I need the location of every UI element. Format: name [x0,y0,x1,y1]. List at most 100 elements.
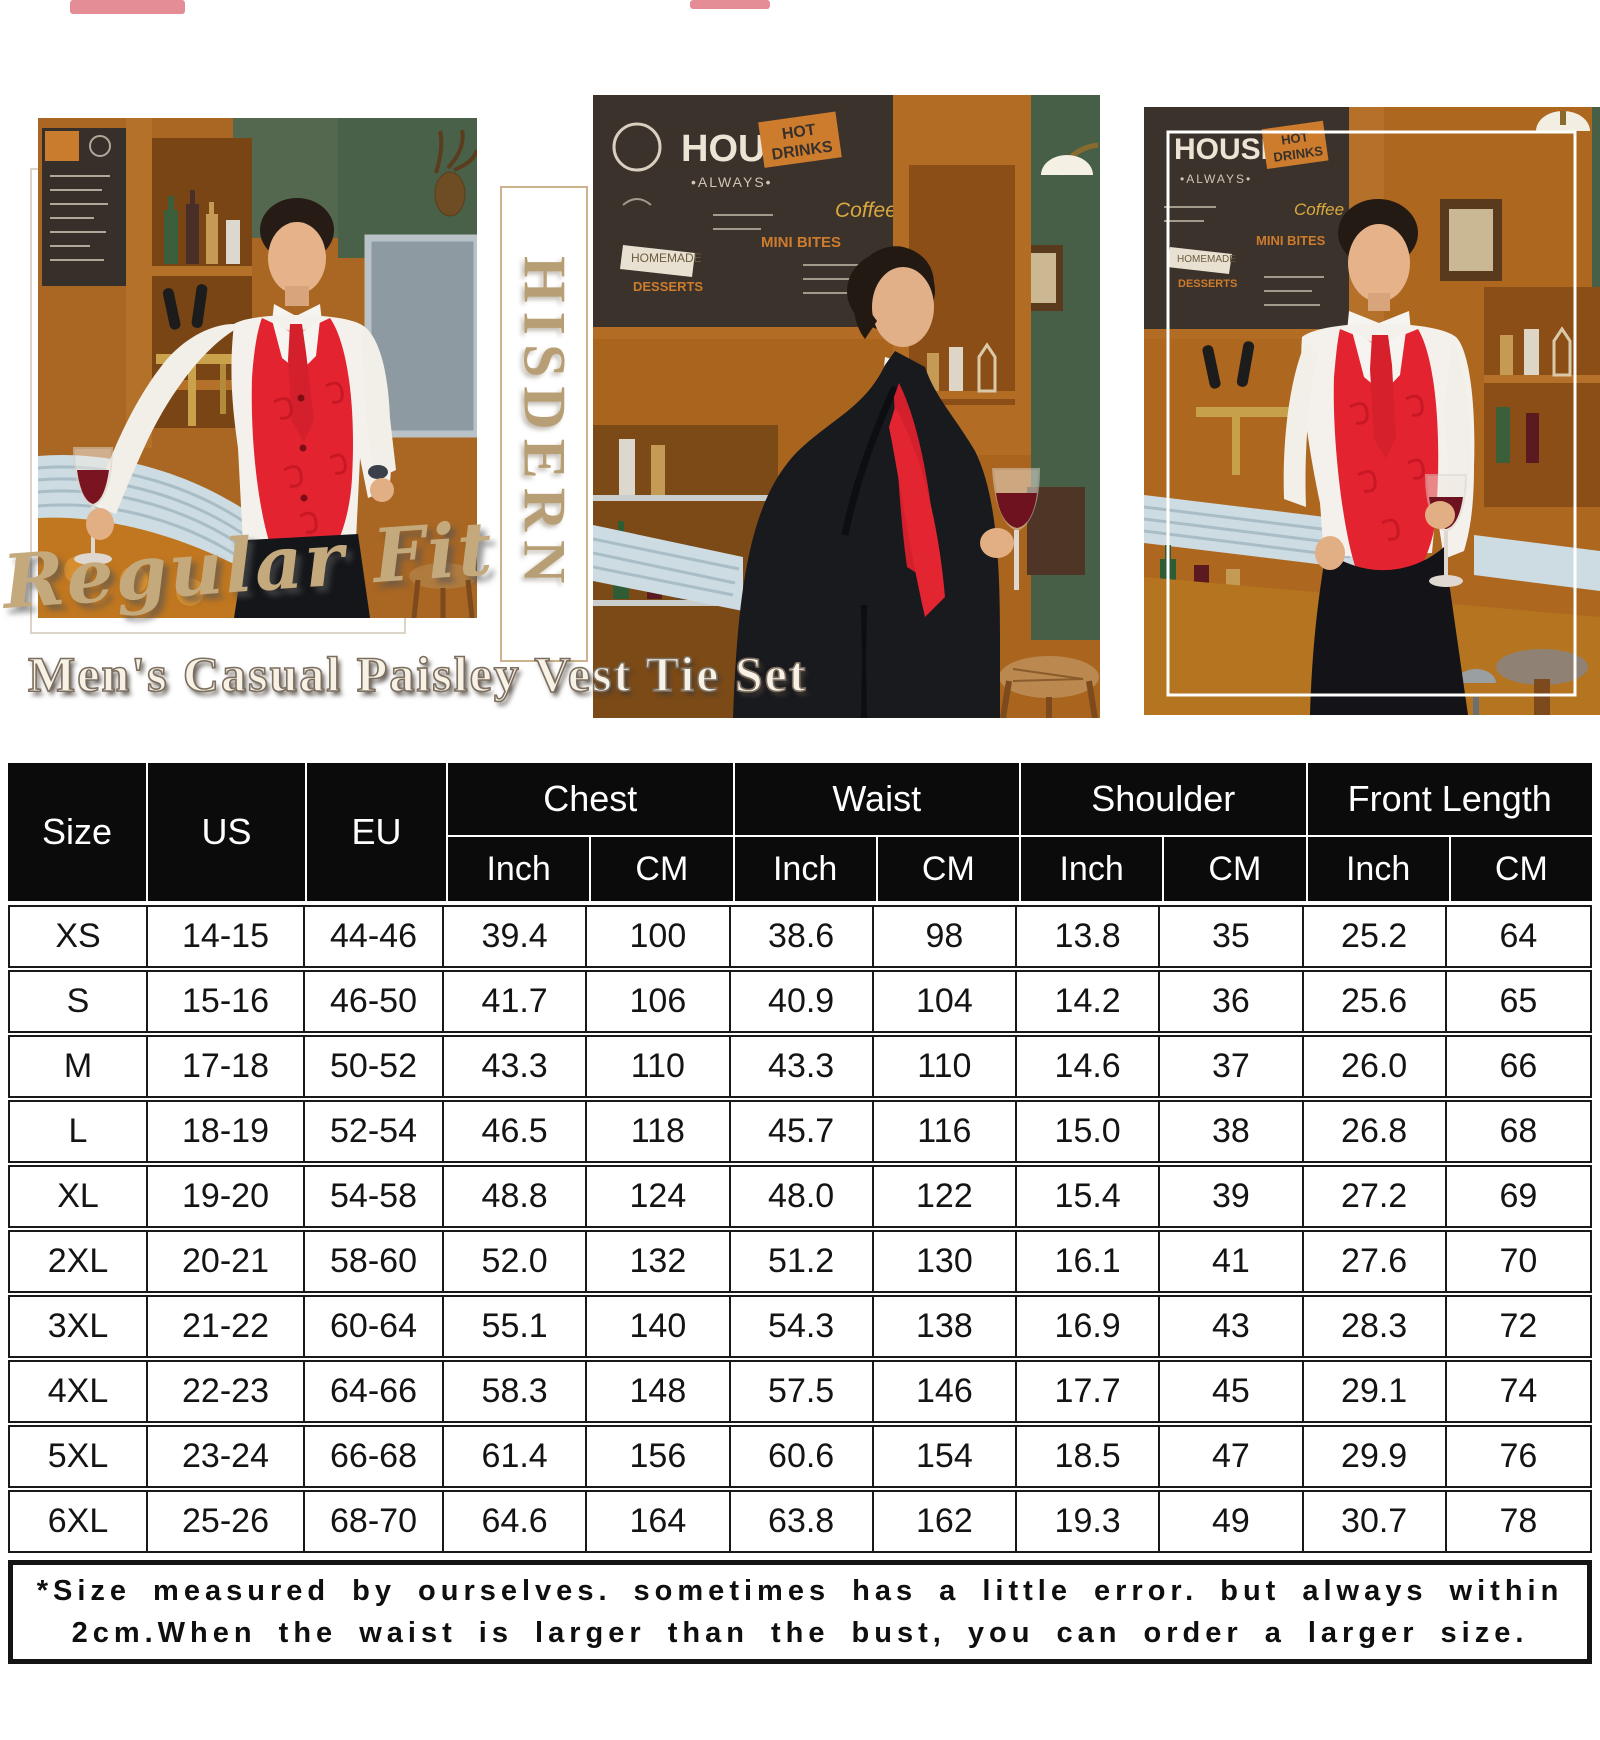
size-table-row: 4XL 22-23 64-66 58.3 148 57.5 146 17.7 4… [8,1360,1592,1423]
subcol-shoulder-cm: CM [1164,837,1306,901]
bar-front [38,517,276,618]
product-photo-right: HOUSE •ALWAYS• HOT DRINKS Coffee HOMEMAD… [1144,107,1600,715]
cell-front-cm: 66 [1499,1047,1538,1085]
cell-waist-cm: 154 [874,1427,1017,1486]
size-chart-body: XS 14-15 44-46 39.4 100 38.6 98 13.8 35 … [8,905,1592,1553]
subcol-front-inch: Inch [1307,837,1449,901]
cell-us: 18-19 [148,1102,305,1161]
cell-waist-inch: 63.8 [731,1492,874,1551]
chalkboard-menu: HOUSE •ALWAYS• HOT DRINKS Coffee HOMEMAD… [593,95,897,327]
cell-chest-cm: 124 [587,1167,731,1226]
cell-chest-inch: 39.4 [444,907,588,966]
cell-chest-cm: 164 [587,1492,731,1551]
cell-size: 2XL [10,1232,148,1291]
top-edge-artifact [690,0,770,9]
cell-waist-cm: 138 [874,1297,1017,1356]
top-edge-artifact [70,0,185,14]
cell-waist-cm: 162 [874,1492,1017,1551]
size-table-row: 2XL 20-21 58-60 52.0 132 51.2 130 16.1 4… [8,1230,1592,1293]
size-table-row: S 15-16 46-50 41.7 106 40.9 104 14.2 36 … [8,970,1592,1033]
beer-taps [1196,341,1292,475]
cell-shoulder-inch: 15.0 [1017,1102,1161,1161]
cell-size: 6XL [10,1492,148,1551]
cell-chest-inch: 41.7 [444,972,588,1031]
subcol-front-cm: CM [1450,837,1592,901]
bar-carvings [64,556,204,606]
cell-front-cm: 76 [1499,1437,1538,1475]
shelf-bottles [164,190,240,264]
cell-us: 21-22 [148,1297,305,1356]
cell-size: 4XL [10,1362,148,1421]
cell-front-cm: 68 [1499,1112,1538,1150]
cell-front-inch: 25.6 [1304,972,1447,1031]
size-note: *Size measured by ourselves. sometimes h… [8,1560,1592,1664]
chalk-homemade: HOMEMADE [1177,254,1236,265]
chalk-desserts: DESSERTS [633,279,703,294]
cell-size: M [10,1037,148,1096]
cell-front-cm: 70 [1499,1242,1538,1280]
cell-size: 3XL [10,1297,148,1356]
size-table-row: XS 14-15 44-46 39.4 100 38.6 98 13.8 35 … [8,905,1592,968]
cell-chest-inch: 43.3 [444,1037,588,1096]
cell-waist-inch: 43.3 [731,1037,874,1096]
cell-shoulder-cm: 39 [1160,1167,1304,1226]
chalk-homemade: HOMEMADE [631,251,702,265]
cell-shoulder-cm: 45 [1160,1362,1304,1421]
bar-scene-right: HOUSE •ALWAYS• HOT DRINKS Coffee HOMEMAD… [1144,107,1600,715]
cell-shoulder-inch: 13.8 [1017,907,1161,966]
col-header-waist: Waist [734,763,1019,835]
cell-eu: 66-68 [305,1427,444,1486]
product-photo-left [38,118,477,618]
subcol-chest-inch: Inch [448,837,590,901]
chalk-mini-bites: MINI BITES [1256,233,1326,248]
paisley-pattern [1349,394,1425,541]
wall-box [1027,487,1085,575]
model-figure [72,198,396,618]
chalk-always: •ALWAYS• [691,174,773,190]
col-header-shoulder: Shoulder [1021,763,1306,835]
model-figure [1283,199,1475,715]
cell-waist-cm: 104 [874,972,1017,1031]
cell-front-inch: 27.2 [1304,1167,1447,1226]
cell-waist-cm: 116 [874,1102,1017,1161]
cell-chest-cm: 156 [587,1427,731,1486]
chalkboard-menu: HOUSE •ALWAYS• HOT DRINKS Coffee HOMEMAD… [1144,107,1349,329]
cell-us: 23-24 [148,1427,305,1486]
paisley-pattern [273,381,347,534]
cell-size: S [10,972,148,1031]
cell-chest-inch: 55.1 [444,1297,588,1356]
cell-waist-inch: 54.3 [731,1297,874,1356]
cell-eu: 58-60 [305,1232,444,1291]
cell-waist-inch: 57.5 [731,1362,874,1421]
inset-frame [1166,130,1577,697]
bar-scene-middle: HOUSE •ALWAYS• HOT DRINKS Coffee HOMEMAD… [593,95,1100,718]
cell-size: XS [10,907,148,966]
cell-us: 14-15 [148,907,305,966]
cell-us: 20-21 [148,1232,305,1291]
cell-waist-inch: 40.9 [731,972,874,1031]
brand-vertical-banner: HISDERN [500,186,588,662]
cell-shoulder-inch: 14.6 [1017,1037,1161,1096]
cell-waist-inch: 48.0 [731,1167,874,1226]
chalkboard-left [42,128,126,286]
cell-front-inch: 26.8 [1304,1102,1447,1161]
deer-head-decor [434,129,477,217]
col-header-chest: Chest [448,763,733,835]
cell-front-inch: 30.7 [1304,1492,1447,1551]
cell-shoulder-inch: 16.1 [1017,1232,1161,1291]
cell-waist-cm: 146 [874,1362,1017,1421]
black-trousers [1310,547,1468,715]
chalk-hot: HOT [1280,129,1309,148]
cell-shoulder-cm: 38 [1160,1102,1304,1161]
cell-us: 15-16 [148,972,305,1031]
chalk-always: •ALWAYS• [1180,172,1252,186]
col-header-front-length: Front Length [1307,763,1592,835]
cell-waist-cm: 98 [874,907,1017,966]
size-table-row: 5XL 23-24 66-68 61.4 156 60.6 154 18.5 4… [8,1425,1592,1488]
cell-eu: 46-50 [305,972,444,1031]
black-trousers [234,534,370,618]
cell-front-cm: 69 [1499,1177,1538,1215]
size-table-row: M 17-18 50-52 43.3 110 43.3 110 14.6 37 … [8,1035,1592,1098]
cell-waist-cm: 110 [874,1037,1017,1096]
